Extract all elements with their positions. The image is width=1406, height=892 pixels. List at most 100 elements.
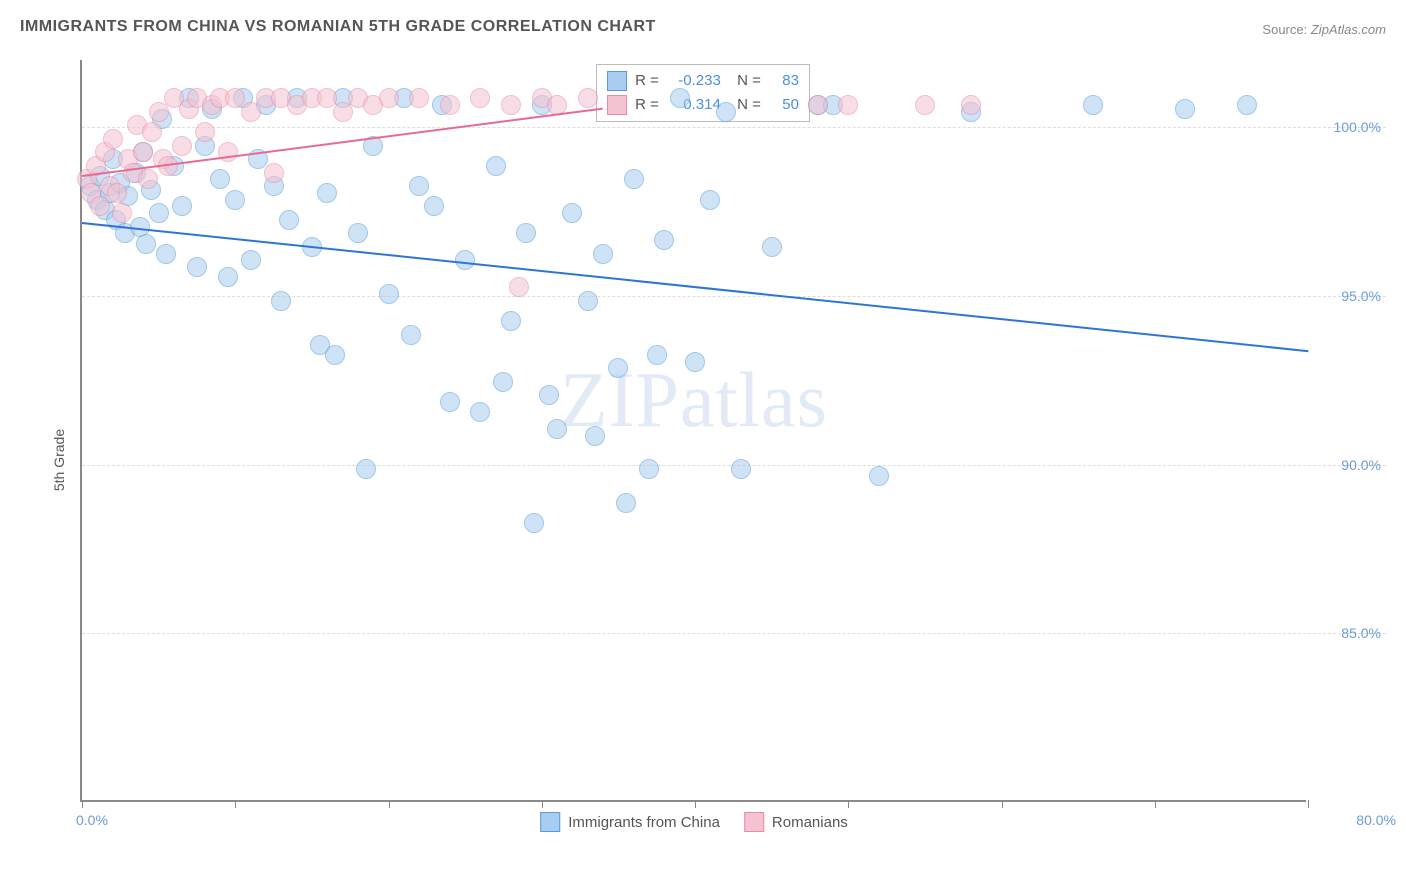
data-point [156, 244, 176, 264]
data-point [670, 88, 690, 108]
data-point [103, 129, 123, 149]
data-point [107, 183, 127, 203]
data-point [1175, 99, 1195, 119]
data-point [470, 88, 490, 108]
data-point [608, 358, 628, 378]
data-point [138, 169, 158, 189]
data-point [424, 196, 444, 216]
data-point [225, 190, 245, 210]
n-label: N = [729, 69, 761, 93]
data-point [486, 156, 506, 176]
data-point [516, 223, 536, 243]
stats-swatch [607, 71, 627, 91]
data-point [271, 291, 291, 311]
x-tick [1308, 800, 1309, 808]
data-point [585, 426, 605, 446]
data-point [509, 277, 529, 297]
n-value: 50 [769, 93, 799, 117]
data-point [172, 136, 192, 156]
x-tick [389, 800, 390, 808]
chart-container: 5th Grade ZIPatlas R =-0.233 N =83R =0.3… [20, 48, 1386, 872]
data-point [578, 88, 598, 108]
data-point [136, 234, 156, 254]
x-tick [82, 800, 83, 808]
data-point [838, 95, 858, 115]
legend-label: Romanians [772, 814, 848, 831]
data-point [593, 244, 613, 264]
data-point [547, 419, 567, 439]
legend-item: Immigrants from China [540, 812, 720, 832]
data-point [325, 345, 345, 365]
x-min-label: 0.0% [76, 812, 108, 828]
data-point [133, 142, 153, 162]
data-point [616, 493, 636, 513]
data-point [440, 392, 460, 412]
data-point [264, 163, 284, 183]
data-point [210, 169, 230, 189]
data-point [869, 466, 889, 486]
data-point [524, 513, 544, 533]
data-point [112, 203, 132, 223]
data-point [409, 88, 429, 108]
data-point [501, 311, 521, 331]
data-point [142, 122, 162, 142]
data-point [562, 203, 582, 223]
data-point [172, 196, 192, 216]
correlation-stats-box: R =-0.233 N =83R =0.314 N =50 [596, 64, 810, 122]
x-tick [235, 800, 236, 808]
chart-title: IMMIGRANTS FROM CHINA VS ROMANIAN 5TH GR… [20, 18, 656, 36]
legend-swatch [540, 812, 560, 832]
data-point [379, 88, 399, 108]
legend-swatch [744, 812, 764, 832]
x-tick [1002, 800, 1003, 808]
plot-area: ZIPatlas R =-0.233 N =83R =0.314 N =50 I… [80, 60, 1306, 802]
data-point [279, 210, 299, 230]
data-point [624, 169, 644, 189]
data-point [647, 345, 667, 365]
stats-row: R =-0.233 N =83 [607, 69, 799, 93]
legend-label: Immigrants from China [568, 814, 720, 831]
data-point [539, 385, 559, 405]
legend-item: Romanians [744, 812, 848, 832]
data-point [218, 142, 238, 162]
data-point [1237, 95, 1257, 115]
gridline [82, 633, 1386, 634]
r-label: R = [635, 93, 659, 117]
data-point [218, 267, 238, 287]
watermark-atlas: atlas [680, 356, 828, 443]
stats-swatch [607, 95, 627, 115]
data-point [639, 459, 659, 479]
x-tick [695, 800, 696, 808]
legend: Immigrants from China Romanians [540, 812, 848, 832]
data-point [654, 230, 674, 250]
data-point [90, 196, 110, 216]
data-point [241, 250, 261, 270]
y-tick-label: 100.0% [1334, 119, 1381, 135]
y-tick-label: 95.0% [1341, 288, 1381, 304]
data-point [493, 372, 513, 392]
data-point [195, 122, 215, 142]
x-tick [542, 800, 543, 808]
data-point [409, 176, 429, 196]
data-point [700, 190, 720, 210]
y-axis-label: 5th Grade [51, 429, 67, 491]
stats-row: R =0.314 N =50 [607, 93, 799, 117]
data-point [187, 257, 207, 277]
data-point [731, 459, 751, 479]
data-point [501, 95, 521, 115]
n-value: 83 [769, 69, 799, 93]
data-point [808, 95, 828, 115]
data-point [1083, 95, 1103, 115]
x-tick [848, 800, 849, 808]
data-point [762, 237, 782, 257]
r-label: R = [635, 69, 659, 93]
data-point [356, 459, 376, 479]
x-max-label: 80.0% [1356, 812, 1396, 828]
x-tick [1155, 800, 1156, 808]
source-label: Source: [1262, 22, 1307, 37]
gridline [82, 127, 1386, 128]
data-point [149, 203, 169, 223]
data-point [348, 223, 368, 243]
data-point [685, 352, 705, 372]
source-value: ZipAtlas.com [1311, 22, 1386, 37]
